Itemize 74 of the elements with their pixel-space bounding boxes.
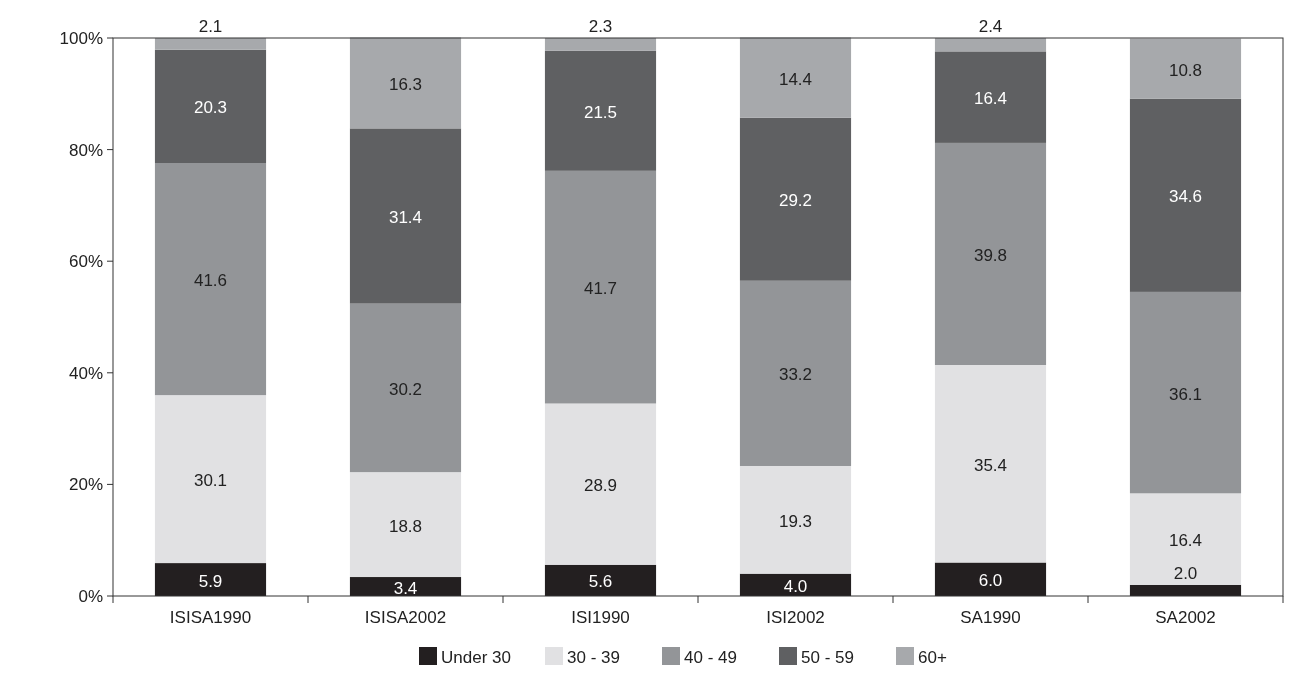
data-label: 4.0 xyxy=(783,576,808,596)
data-label: 3.4 xyxy=(393,578,418,598)
bar xyxy=(739,465,852,574)
y-tick-label: 0% xyxy=(78,587,103,606)
bar xyxy=(349,37,462,129)
data-label: 16.4 xyxy=(1168,531,1203,551)
data-label: 2.1 xyxy=(198,17,223,36)
data-label: 33.2 xyxy=(778,365,813,385)
data-label: 14.4 xyxy=(778,69,813,89)
bar xyxy=(544,403,657,565)
data-label: 5.6 xyxy=(588,572,613,592)
x-tick-label: SA2002 xyxy=(1155,608,1216,627)
y-tick-label: 40% xyxy=(68,363,103,383)
data-label: 31.4 xyxy=(388,208,423,227)
bar xyxy=(544,50,657,171)
legend-label: Under 30 xyxy=(441,648,511,667)
bar xyxy=(1129,291,1242,494)
bar xyxy=(739,117,852,281)
bar xyxy=(544,170,657,404)
data-label: 18.8 xyxy=(388,516,423,536)
data-label: 34.6 xyxy=(1168,187,1203,207)
data-label: 19.3 xyxy=(778,511,813,531)
legend-label: 50 - 59 xyxy=(801,648,854,667)
data-label: 2.3 xyxy=(588,17,613,36)
bar xyxy=(154,49,267,163)
data-label: 2.0 xyxy=(1173,563,1198,583)
bar xyxy=(154,38,267,50)
data-label: 30.1 xyxy=(193,471,228,491)
y-tick-label: 20% xyxy=(68,475,103,495)
data-label: 2.4 xyxy=(978,17,1003,36)
data-label: 16.4 xyxy=(973,89,1008,109)
y-tick-label: 80% xyxy=(68,140,103,160)
bar xyxy=(349,472,462,578)
bar xyxy=(544,38,657,51)
data-label: 20.3 xyxy=(193,98,228,118)
bar xyxy=(154,563,267,596)
bar xyxy=(739,280,852,466)
data-label: 41.7 xyxy=(583,279,618,299)
data-label: 6.0 xyxy=(978,571,1003,591)
y-tick-label: 100% xyxy=(59,29,103,48)
bar xyxy=(1129,38,1242,99)
x-tick-label: SA1990 xyxy=(960,608,1021,627)
legend-label: 40 - 49 xyxy=(684,648,737,667)
bar xyxy=(349,128,462,304)
bar xyxy=(1129,98,1242,292)
bar xyxy=(349,303,462,473)
data-label: 41.6 xyxy=(193,271,228,291)
data-label: 39.8 xyxy=(973,245,1008,265)
legend-label: 30 - 39 xyxy=(567,648,620,667)
data-label: 10.8 xyxy=(1168,60,1203,80)
legend-label: 60+ xyxy=(918,648,947,667)
y-tick-label: 60% xyxy=(68,252,103,272)
data-label: 29.2 xyxy=(778,191,813,211)
data-label: 16.3 xyxy=(388,74,423,94)
bar xyxy=(1129,584,1242,596)
x-tick-label: ISISA2002 xyxy=(364,608,447,627)
data-label: 30.2 xyxy=(388,379,423,399)
x-tick-label: ISI2002 xyxy=(766,608,825,627)
bar xyxy=(154,395,267,564)
data-label: 5.9 xyxy=(198,571,223,591)
bar xyxy=(934,142,1047,365)
data-label: 21.5 xyxy=(583,102,618,122)
bar xyxy=(934,51,1047,143)
bar xyxy=(934,364,1047,563)
x-tick-label: ISI1990 xyxy=(571,608,630,627)
bar xyxy=(934,562,1047,596)
data-label: 36.1 xyxy=(1168,384,1203,404)
x-tick-label: ISISA1990 xyxy=(169,608,252,627)
bar xyxy=(1129,493,1242,585)
data-label: 35.4 xyxy=(973,455,1008,475)
bar xyxy=(739,37,852,118)
bar xyxy=(154,162,267,396)
bar xyxy=(544,564,657,596)
data-label: 28.9 xyxy=(583,476,618,496)
